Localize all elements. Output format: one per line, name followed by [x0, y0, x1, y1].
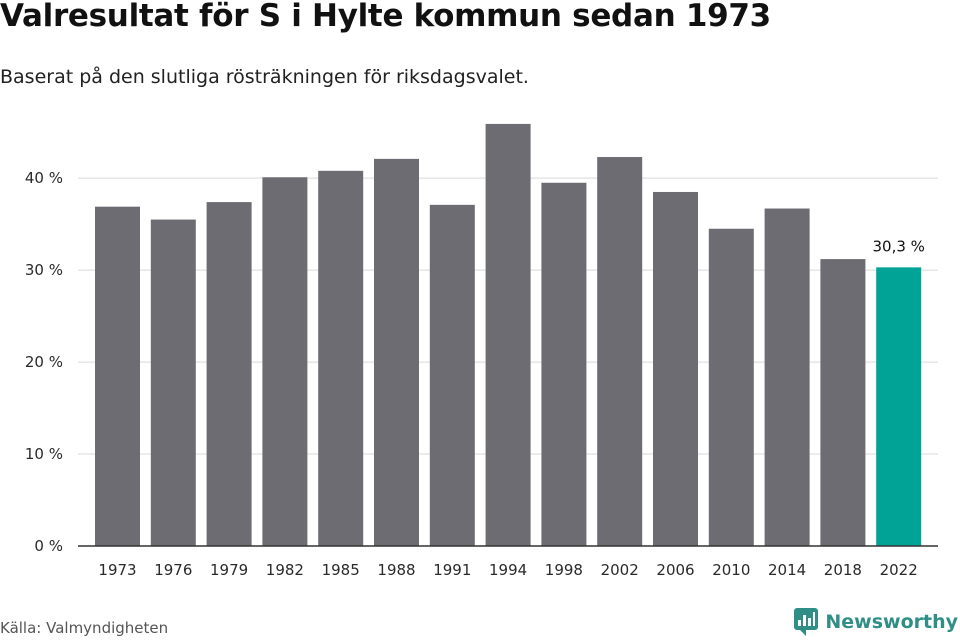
- x-tick-label: 1991: [433, 561, 471, 579]
- bars: [95, 123, 922, 547]
- y-axis-ticks: 0 % 10 % 20 % 30 % 40 %: [25, 169, 63, 555]
- x-tick-label: 1994: [489, 561, 527, 579]
- bar-1994[interactable]: [485, 123, 531, 547]
- y-tick-label: 0 %: [34, 537, 63, 555]
- bar-2018[interactable]: [820, 259, 866, 546]
- x-tick-label: 1976: [154, 561, 192, 579]
- bar-2010[interactable]: [708, 228, 754, 546]
- x-tick-label: 1979: [210, 561, 248, 579]
- x-tick-label: 2002: [601, 561, 639, 579]
- x-tick-label: 1973: [98, 561, 136, 579]
- source-note: Källa: Valmyndigheten: [0, 619, 169, 637]
- x-tick-label: 2018: [824, 561, 862, 579]
- brand-logo[interactable]: Newsworthy: [793, 607, 958, 637]
- bar-1991[interactable]: [429, 204, 475, 546]
- bar-1973[interactable]: [95, 206, 140, 547]
- y-tick-label: 40 %: [25, 169, 63, 187]
- bar-2014[interactable]: [764, 208, 810, 546]
- bar-1979[interactable]: [206, 202, 252, 546]
- newsworthy-logo-icon: [794, 608, 819, 636]
- x-tick-label: 2014: [768, 561, 806, 579]
- x-tick-label: 2010: [712, 561, 750, 579]
- data-labels: 30,3 %: [872, 237, 924, 255]
- bar-1988[interactable]: [374, 158, 419, 546]
- chart-title: Valresultat för S i Hylte kommun sedan 1…: [0, 0, 771, 34]
- x-tick-label: 2006: [656, 561, 694, 579]
- x-tick-label: 1985: [322, 561, 360, 579]
- bar-1998[interactable]: [541, 182, 587, 546]
- bar-1985[interactable]: [318, 170, 364, 546]
- x-tick-label: 1988: [377, 561, 415, 579]
- bar-2006[interactable]: [653, 191, 698, 546]
- bar-2022[interactable]: [876, 267, 922, 546]
- data-label: 30,3 %: [872, 237, 924, 255]
- bar-2002[interactable]: [597, 157, 643, 546]
- y-tick-label: 20 %: [25, 353, 63, 371]
- bar-chart: 0 % 10 % 20 % 30 % 40 % 1973 1976 1979 1982 1985…: [25, 123, 938, 579]
- x-tick-label: 2022: [880, 561, 918, 579]
- x-tick-label: 1998: [545, 561, 583, 579]
- y-tick-label: 10 %: [25, 445, 63, 463]
- bar-1982[interactable]: [262, 177, 308, 547]
- y-tick-label: 30 %: [25, 261, 63, 279]
- x-tick-label: 1982: [266, 561, 304, 579]
- brand-name: Newsworthy: [825, 611, 958, 633]
- bar-1976[interactable]: [150, 219, 196, 546]
- x-axis-ticks: 1973 1976 1979 1982 1985 1988 1991 1994 1998 2002…: [98, 561, 917, 579]
- chart-subtitle: Baserat på den slutliga rösträkningen fö…: [0, 66, 529, 88]
